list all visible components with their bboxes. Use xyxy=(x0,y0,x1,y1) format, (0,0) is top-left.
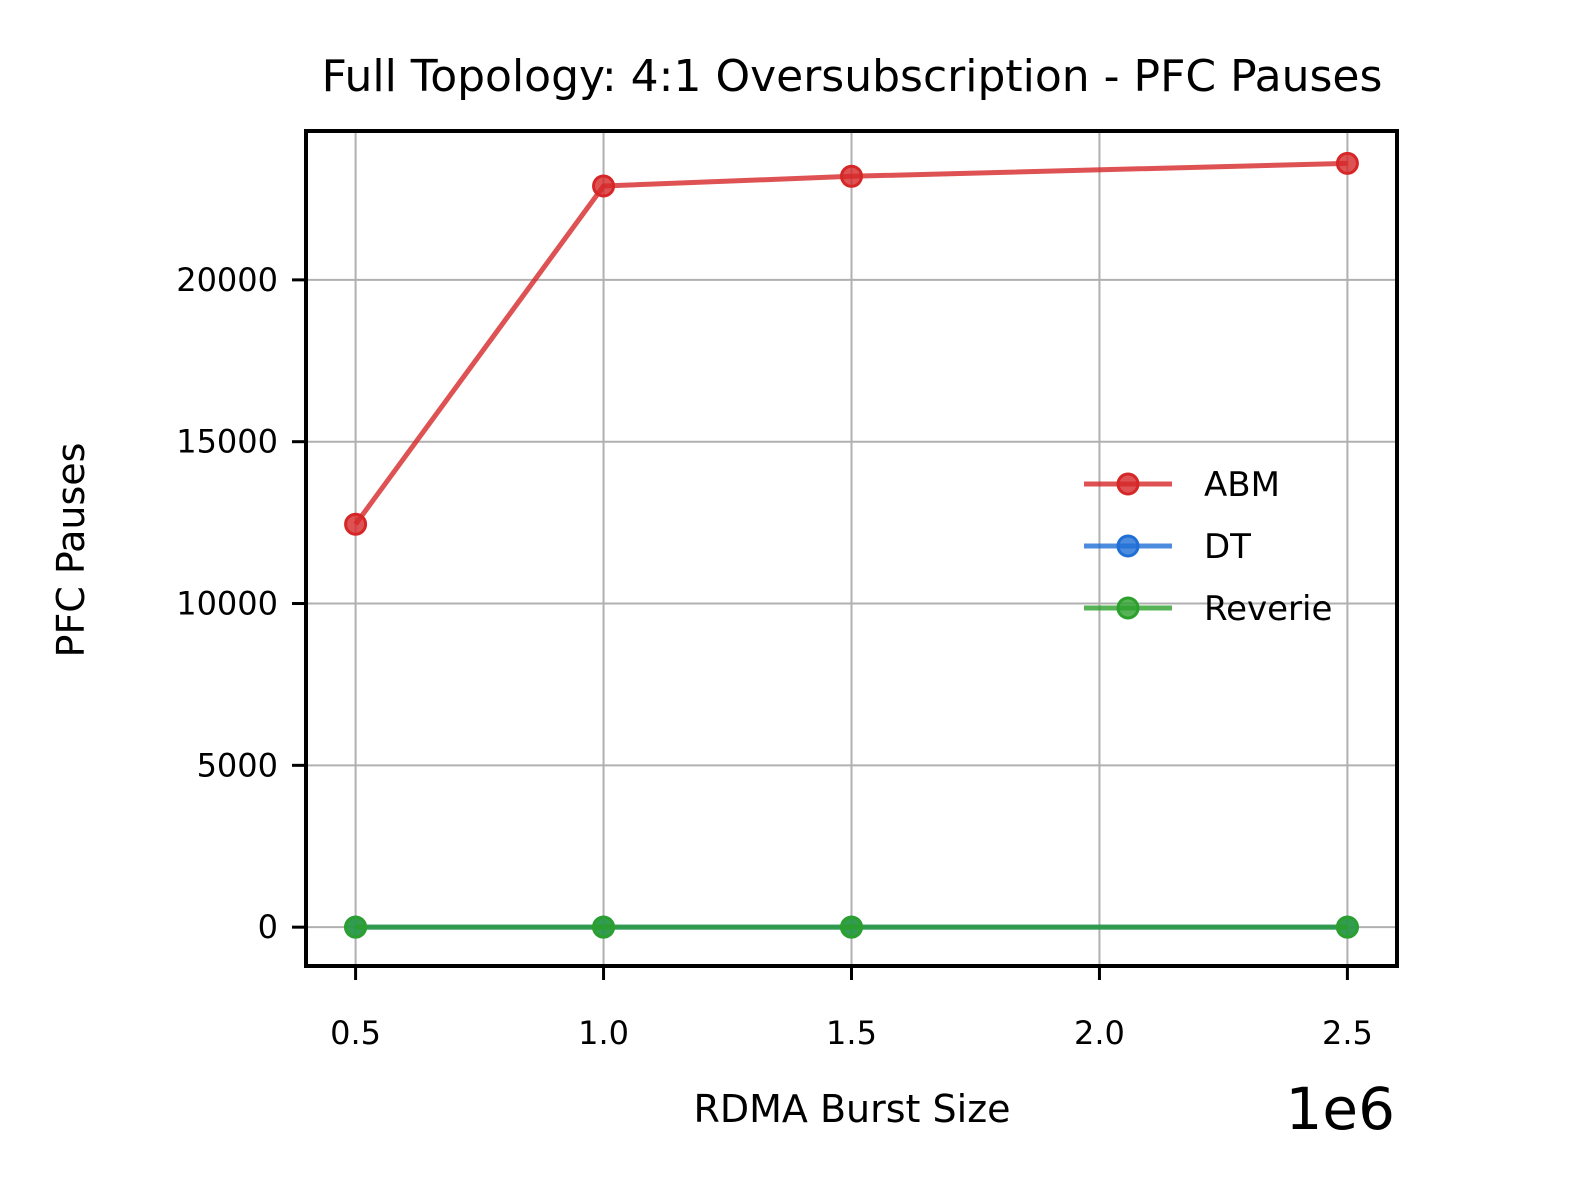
data-point-abm xyxy=(840,164,863,188)
data-point-abm xyxy=(1335,151,1359,175)
x-tick-label: 1.5 xyxy=(826,1014,877,1052)
legend-label: DT xyxy=(1204,527,1251,567)
x-axis-ticks: 0.5 1.0 1.5 2.0 2.5 xyxy=(330,966,1373,1052)
y-tick-label: 15000 xyxy=(176,423,278,461)
y-axis-label: PFC Pauses xyxy=(49,443,93,658)
data-point-reverie xyxy=(344,915,368,939)
legend-label: Reverie xyxy=(1204,589,1332,629)
x-tick-label: 2.5 xyxy=(1322,1014,1373,1052)
data-point-reverie xyxy=(1335,915,1359,939)
legend-item-dt: DT xyxy=(1084,527,1251,567)
y-axis-ticks: 0 5000 10000 15000 20000 xyxy=(176,261,306,946)
series-layer xyxy=(344,151,1359,939)
y-tick-label: 0 xyxy=(258,908,278,946)
legend-marker xyxy=(1116,534,1140,558)
x-axis-label: RDMA Burst Size xyxy=(693,1087,1010,1131)
x-axis-offset-label: 1e6 xyxy=(1286,1075,1396,1143)
series-reverie xyxy=(344,915,1359,939)
data-point-abm xyxy=(344,512,368,536)
data-point-abm xyxy=(592,174,616,198)
legend-marker xyxy=(1116,472,1140,496)
legend: ABM DT Reverie xyxy=(1084,465,1332,629)
y-tick-label: 20000 xyxy=(176,261,278,299)
data-point-reverie xyxy=(592,915,616,939)
chart-title: Full Topology: 4:1 Oversubscription - PF… xyxy=(322,51,1383,102)
series-abm xyxy=(344,151,1359,536)
x-tick-label: 2.0 xyxy=(1074,1014,1125,1052)
y-tick-label: 5000 xyxy=(197,746,278,784)
data-point-reverie xyxy=(840,915,863,939)
series-line-abm xyxy=(353,160,1348,526)
legend-marker xyxy=(1116,596,1140,620)
legend-label: ABM xyxy=(1204,465,1280,505)
x-tick-label: 0.5 xyxy=(330,1014,381,1052)
y-tick-label: 10000 xyxy=(176,585,278,623)
legend-item-reverie: Reverie xyxy=(1084,589,1332,629)
legend-item-abm: ABM xyxy=(1084,465,1280,505)
x-tick-label: 1.0 xyxy=(578,1014,629,1052)
